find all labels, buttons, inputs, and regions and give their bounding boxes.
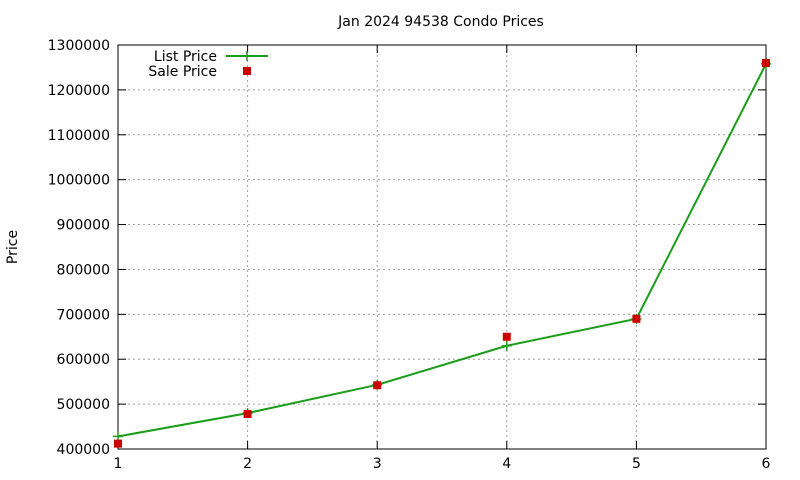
sale-price-point xyxy=(762,58,770,67)
ticks-layer: 400000 500000 600000 700000 800000 900000 1000… xyxy=(48,38,771,472)
y-tick-label: 800000 xyxy=(57,262,110,278)
sale-price-point xyxy=(373,381,382,390)
y-tick-label: 1200000 xyxy=(48,83,110,99)
grid-layer xyxy=(118,45,766,449)
x-tick-label: 3 xyxy=(373,456,382,472)
x-tick-label: 4 xyxy=(502,456,511,472)
y-axis-label: Price xyxy=(5,230,21,264)
list-price-line xyxy=(117,63,767,438)
list-price-point xyxy=(501,340,512,351)
x-tick-label: 2 xyxy=(243,456,252,472)
y-tick-label: 1100000 xyxy=(48,128,110,144)
sale-price-point xyxy=(502,332,511,341)
x-tick-label: 6 xyxy=(762,456,771,472)
sale-price-point xyxy=(114,439,122,448)
legend-marker-list-price xyxy=(242,51,252,61)
x-tick-label: 1 xyxy=(114,456,123,472)
x-tick-label: 5 xyxy=(632,456,641,472)
y-tick-label: 700000 xyxy=(57,307,110,323)
sale-price-point xyxy=(243,409,252,418)
chart-title: Jan 2024 94538 Condo Prices xyxy=(337,14,544,30)
sale-price-point xyxy=(632,314,641,323)
y-tick-label: 600000 xyxy=(57,352,110,368)
plot-frame xyxy=(117,44,767,450)
series-layer xyxy=(113,58,771,448)
legend-marker-sale-price xyxy=(243,67,251,75)
y-tick-label: 900000 xyxy=(57,218,110,234)
y-tick-label: 1000000 xyxy=(48,173,110,189)
y-tick-label: 400000 xyxy=(57,442,110,458)
legend-label-list-price: List Price xyxy=(154,49,217,65)
legend: List Price Sale Price xyxy=(148,49,268,80)
y-tick-label: 1300000 xyxy=(48,38,110,54)
legend-label-sale-price: Sale Price xyxy=(148,64,217,80)
y-tick-label: 500000 xyxy=(57,397,110,413)
